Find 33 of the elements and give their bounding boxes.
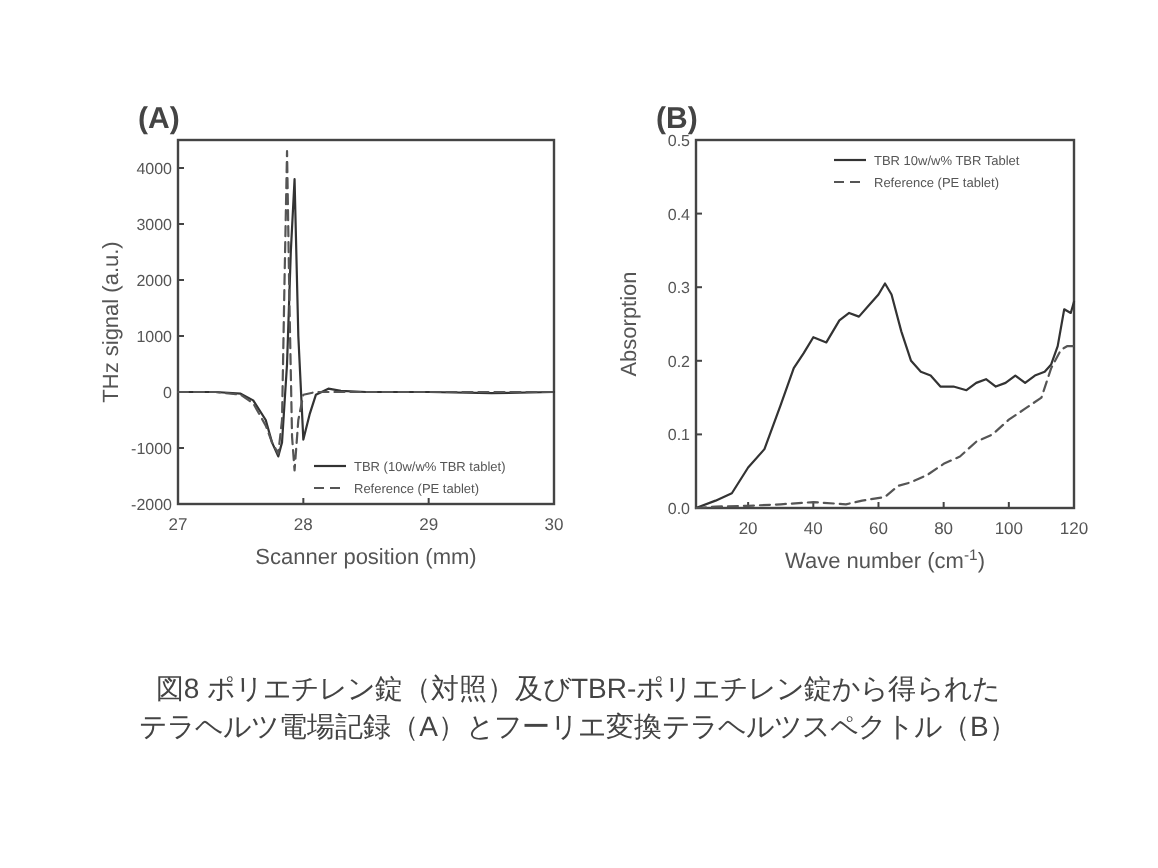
y-axis-title: THz signal (a.u.) [100, 241, 124, 403]
y-tick-label: 0.5 [667, 132, 692, 150]
y-tick-label: -1000 [131, 440, 174, 458]
y-tick-label: 0.2 [667, 352, 692, 371]
y-tick-label: 0 [163, 384, 174, 402]
x-axis-title: Wave number (cm$^{-1}$) [785, 545, 985, 574]
x-tick-label: 40 [803, 518, 824, 538]
text: テラヘルツ電場記録（A）とフーリエ変換テラヘルツスペクトル（B） [139, 710, 1017, 742]
x-tick-label: 80 [934, 518, 954, 538]
x-tick-label: 60 [869, 518, 889, 538]
y-axis-title: Absorption [618, 271, 642, 377]
y-tick-label: 2000 [136, 272, 174, 290]
x-tick-label: 30 [544, 514, 564, 534]
x-tick-label: 100 [994, 518, 1024, 538]
x-tick-label: 29 [419, 514, 439, 534]
y-tick-label: 3000 [136, 216, 174, 234]
x-tick-label: 120 [1059, 518, 1089, 538]
x-tick-label: 27 [168, 514, 188, 534]
x-axis-title: Scanner position (mm) [255, 546, 477, 570]
caption: 図8 ポリエチレン錠（対照）及びTBR-ポリエチレン錠から得られた [155, 672, 1001, 704]
chart-title: (B) [656, 102, 698, 136]
y-tick-label: 0.3 [667, 279, 692, 298]
x-tick-label: 28 [293, 514, 314, 534]
y-tick-label: 0.4 [667, 205, 692, 224]
y-tick-label: -2000 [131, 496, 174, 514]
y-tick-label: 4000 [136, 160, 174, 178]
chart-title: (A) [138, 102, 180, 136]
x-tick-label: 20 [738, 518, 759, 538]
y-tick-label: 0.0 [667, 500, 692, 518]
line-series [694, 282, 1076, 510]
y-tick-label: 0.1 [667, 426, 692, 445]
line-series [694, 344, 1076, 510]
y-tick-label: 1000 [136, 328, 174, 346]
